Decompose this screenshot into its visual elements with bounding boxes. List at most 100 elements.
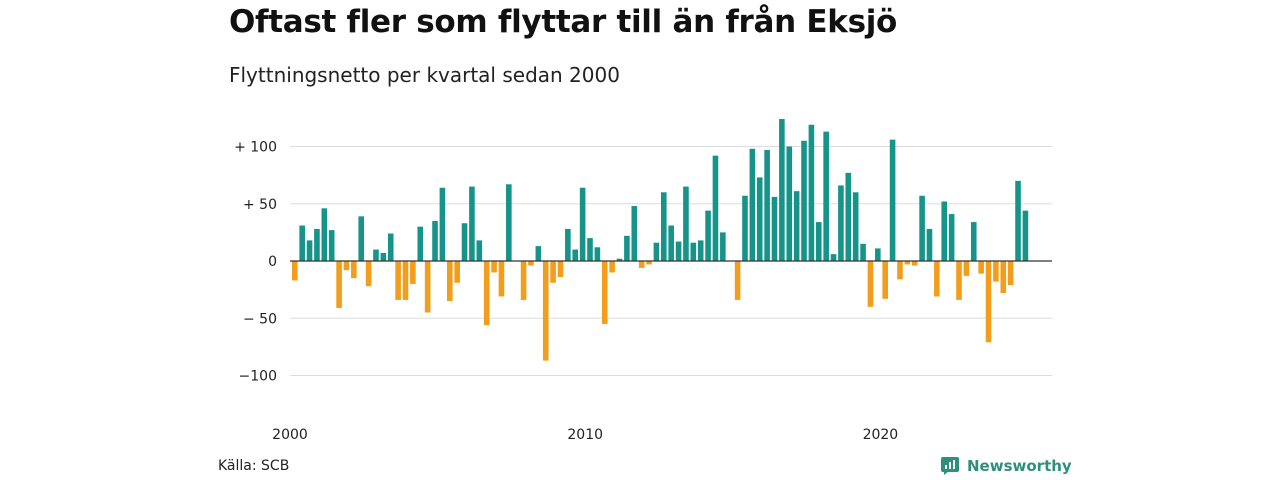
bar: 2005 K3: -19: [454, 261, 460, 283]
bars: 2000 K1: -172000 K2: 312000 K3: 182000 K…: [290, 119, 1052, 361]
bar: 2004 K3: -45: [424, 261, 431, 313]
bar: 2018 K2: 6: [830, 254, 837, 261]
bar: 2020 K4: -3: [904, 261, 911, 265]
bar: 2019 K2: 15: [860, 243, 866, 261]
bar: 2009 K4: 64: [579, 187, 586, 261]
bar: 2017 K4: 34: [815, 222, 822, 261]
bar: 2005 K1: 64: [439, 187, 446, 261]
bar: 2011 K1: 2: [616, 258, 623, 261]
bar: 2003 K3: -34: [395, 261, 401, 300]
bar: 2017 K2: 105: [801, 140, 807, 261]
bar: 2007 K4: -34: [520, 261, 527, 300]
bar: 2001 K1: 46: [321, 208, 328, 261]
bar: 2018 K1: 113: [823, 131, 829, 261]
bar: 2015 K1: -34: [734, 261, 741, 300]
bar: 2020 K3: -16: [897, 261, 903, 280]
bar: 2015 K4: 73: [756, 177, 763, 261]
bar: 2022 K3: -34: [956, 261, 962, 300]
bar: 2000 K2: 31: [299, 225, 305, 261]
bar: 2021 K3: 28: [926, 228, 933, 261]
bar: 2004 K2: 30: [417, 226, 424, 261]
chart-subtitle: Flyttningsnetto per kvartal sedan 2000: [229, 63, 620, 87]
bar: 2018 K3: 66: [838, 185, 844, 261]
bar: 2016 K3: 124: [779, 119, 785, 262]
bar: 2005 K2: -35: [446, 261, 453, 302]
bar: 2016 K2: 56: [771, 196, 778, 261]
bar: 2024 K3: 70: [1015, 180, 1021, 261]
bar: 2022 K4: -13: [963, 261, 970, 276]
y-tick-label: 0: [268, 254, 277, 270]
bar: 2023 K4: -18: [993, 261, 999, 282]
bar: 2013 K3: 16: [690, 242, 697, 261]
bar: 2017 K3: 119: [808, 124, 815, 261]
x-tick-label: 2020: [863, 427, 899, 443]
brand-label: Newsworthy: [967, 457, 1072, 475]
bar: 2019 K1: 60: [852, 192, 859, 261]
bar: 2017 K1: 61: [793, 191, 800, 261]
y-tick-label: + 50: [243, 197, 277, 213]
bar: 2011 K3: 48: [631, 206, 638, 261]
x-axis-labels: 2000 2010 2020: [272, 427, 898, 443]
bar: 2022 K2: 41: [948, 214, 955, 262]
y-tick-label: −100: [239, 369, 277, 385]
bar: 2006 K4: -10: [491, 261, 497, 273]
x-tick-label: 2010: [567, 427, 603, 443]
bar: 2014 K2: 92: [712, 155, 719, 261]
bar: 2014 K3: 25: [720, 232, 726, 262]
bar: 2008 K1: -4: [528, 261, 534, 266]
bar: 2008 K3: -87: [542, 261, 549, 361]
bar: 2005 K4: 33: [461, 223, 468, 262]
bar: 2024 K4: 44: [1022, 210, 1029, 261]
bar: 2010 K1: 20: [587, 238, 593, 261]
bar: 2011 K2: 22: [624, 235, 630, 261]
bar: 2002 K3: -22: [365, 261, 372, 287]
bar: 2019 K3: -40: [867, 261, 874, 307]
newsworthy-logo[interactable]: Newsworthy: [940, 456, 1072, 476]
bar: 2015 K3: 98: [749, 148, 756, 261]
chart-title: Oftast fler som flyttar till än från Eks…: [229, 4, 898, 40]
bar: 2003 K1: 7: [380, 252, 387, 262]
bar: 2003 K4: -34: [402, 261, 409, 300]
bar: 2023 K1: 34: [970, 222, 977, 261]
x-tick-label: 2000: [272, 427, 308, 443]
bar: 2000 K3: 18: [306, 240, 313, 261]
bar: 2010 K2: 12: [594, 247, 601, 261]
bar: 2012 K2: 16: [653, 242, 660, 261]
bar: 2022 K1: 52: [941, 201, 948, 261]
bar: 2024 K1: -28: [1000, 261, 1007, 294]
bar: 2020 K2: 106: [889, 139, 896, 261]
bar: 2019 K4: 11: [875, 248, 881, 262]
bar: 2021 K2: 57: [919, 195, 925, 262]
bar: 2021 K1: -4: [911, 261, 918, 266]
bar: 2012 K4: 31: [668, 225, 674, 261]
bar: 2007 K2: 67: [506, 184, 512, 261]
bar: 2000 K4: 28: [314, 228, 320, 261]
y-tick-label: − 50: [243, 311, 277, 327]
bar: 2004 K1: -20: [410, 261, 416, 284]
bar: 2011 K4: -6: [638, 261, 645, 268]
bar: 2013 K1: 17: [675, 241, 682, 261]
bar: 2002 K4: 10: [373, 249, 379, 261]
bar: 2010 K4: -10: [609, 261, 615, 273]
bar: 2018 K4: 77: [845, 172, 852, 261]
bar: 2004 K4: 35: [432, 220, 438, 262]
bar: 2006 K3: -56: [483, 261, 490, 326]
bar: 2021 K4: -31: [934, 261, 940, 297]
bar: 2024 K2: -21: [1007, 261, 1014, 286]
bar: 2010 K3: -55: [601, 261, 608, 324]
y-axis-labels: + 100 + 50 0 − 50 −100: [234, 140, 277, 385]
bar: 2003 K2: 24: [387, 233, 394, 261]
bar: 2009 K3: 10: [572, 249, 579, 261]
bar: 2006 K2: 18: [476, 240, 483, 261]
bar: 2001 K4: -8: [343, 261, 350, 271]
bar: 2001 K2: 27: [328, 230, 335, 261]
bar: 2012 K1: -3: [646, 261, 652, 265]
y-tick-label: + 100: [234, 140, 277, 156]
bar: 2013 K4: 18: [697, 240, 704, 261]
bar: 2013 K2: 65: [683, 186, 689, 261]
bar: 2008 K2: 13: [535, 246, 542, 261]
bar: 2001 K3: -41: [336, 261, 342, 308]
newsworthy-logo-icon: [941, 457, 959, 475]
bar: 2023 K3: -71: [985, 261, 992, 343]
